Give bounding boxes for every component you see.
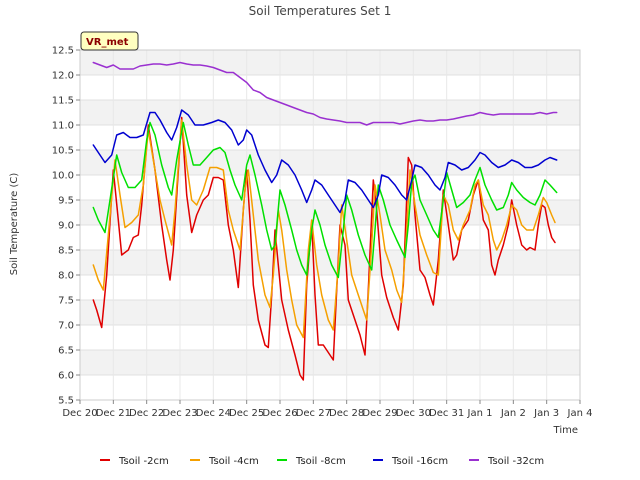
x-tick-label: Dec 21: [96, 408, 131, 419]
plot-band: [80, 275, 580, 300]
legend-label: Tsoil -32cm: [487, 456, 544, 467]
chart-title: Soil Temperatures Set 1: [249, 4, 392, 18]
legend-item: Tsoil -16cm: [373, 456, 448, 467]
site-label-background: [80, 31, 139, 51]
y-tick-label: 9.5: [58, 196, 74, 207]
series-line-tsoil-16cm: [92, 109, 558, 214]
x-tick-label: Dec 20: [62, 408, 97, 419]
legend-item: Tsoil -4cm: [190, 456, 259, 467]
x-tick-label: Dec 29: [362, 408, 397, 419]
x-tick-label: Dec 30: [396, 408, 431, 419]
site-label-box: VR_met: [80, 31, 139, 51]
plot-band: [80, 300, 580, 325]
plot-band: [80, 75, 580, 100]
x-tick-label: Dec 27: [296, 408, 331, 419]
y-tick-label: 11.5: [52, 96, 74, 107]
y-tick-label: 10.5: [52, 146, 74, 157]
x-axis-title: Time: [553, 425, 578, 436]
legend: Tsoil -2cm Tsoil -4cm Tsoil -8cm Tsoil -16c…: [100, 456, 544, 467]
legend-label: Tsoil -8cm: [295, 456, 346, 467]
y-tick-label: 9.0: [58, 221, 74, 232]
plot-band: [80, 325, 580, 350]
x-tick-label: Jan 1: [467, 408, 493, 419]
x-tick-label: Dec 26: [262, 408, 297, 419]
plot-band: [80, 125, 580, 150]
legend-item: Tsoil -2cm: [100, 456, 169, 467]
plot-background: [80, 50, 580, 400]
x-tick-label: Dec 25: [229, 408, 264, 419]
series-line-tsoil-8cm: [92, 121, 558, 279]
x-tick-label: Jan 3: [533, 408, 559, 419]
legend-item: Tsoil -32cm: [469, 456, 544, 467]
y-tick-label: 5.5: [58, 396, 74, 407]
y-tick-label: 7.5: [58, 296, 74, 307]
x-tick-label: Jan 4: [567, 408, 593, 419]
plot-band: [80, 375, 580, 400]
y-axis-ticks: 5.5 6.0 6.5 7.0 7.5 8.0 8.5 9.0 9.5 10.0 10.5 11.0 1…: [52, 46, 80, 407]
y-tick-label: 7.0: [58, 321, 74, 332]
y-tick-label: 10.0: [52, 171, 74, 182]
legend-label: Tsoil -2cm: [118, 456, 169, 467]
series-line-tsoil-32cm: [92, 61, 558, 126]
y-axis-title: Soil Temperature (C): [9, 173, 20, 276]
y-tick-label: 12.5: [52, 46, 74, 57]
y-tick-label: 8.5: [58, 246, 74, 257]
x-tick-label: Dec 23: [162, 408, 197, 419]
legend-label: Tsoil -4cm: [208, 456, 259, 467]
x-tick-label: Jan 2: [500, 408, 526, 419]
x-tick-label: Dec 24: [196, 408, 231, 419]
series-lines: [92, 61, 558, 381]
series-line-tsoil-4cm: [92, 119, 556, 339]
x-tick-label: Dec 22: [129, 408, 164, 419]
y-tick-label: 12.0: [52, 71, 74, 82]
plot-band: [80, 50, 580, 75]
legend-item: Tsoil -8cm: [277, 456, 346, 467]
plot-band: [80, 100, 580, 125]
x-tick-label: Dec 31: [429, 408, 464, 419]
y-tick-label: 11.0: [52, 121, 74, 132]
y-tick-label: 6.5: [58, 346, 74, 357]
site-label: VR_met: [86, 37, 129, 48]
legend-label: Tsoil -16cm: [391, 456, 448, 467]
y-tick-label: 8.0: [58, 271, 74, 282]
plot-band: [80, 250, 580, 275]
y-tick-label: 6.0: [58, 371, 74, 382]
plot-band: [80, 175, 580, 200]
x-tick-label: Dec 28: [329, 408, 364, 419]
